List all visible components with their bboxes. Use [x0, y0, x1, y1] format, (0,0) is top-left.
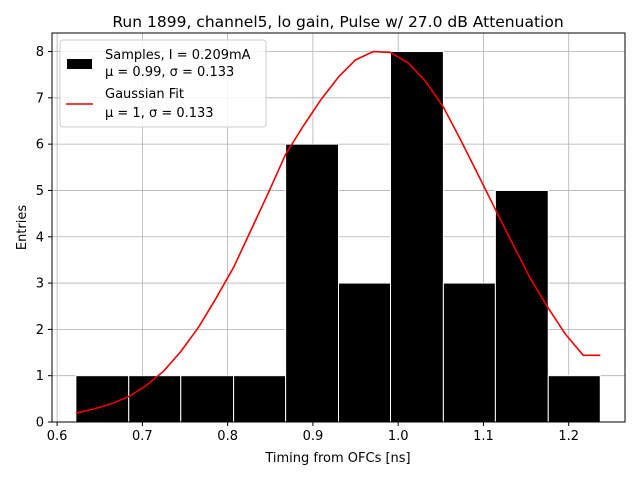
legend-fit-line1: Gaussian Fit: [105, 87, 184, 102]
histogram-bar: [338, 282, 392, 423]
x-tick-label: 1.1: [473, 429, 494, 444]
histogram-bar: [75, 375, 130, 423]
y-tick-label: 5: [36, 184, 44, 199]
x-axis-label: Timing from OFCs [ns]: [264, 451, 410, 466]
gaussian-fit: [75, 50, 601, 414]
legend-samples-line1: Samples, I = 0.209mA: [105, 48, 251, 63]
legend: Samples, I = 0.209mA μ = 0.99, σ = 0.133…: [59, 39, 267, 128]
legend-samples-line2: μ = 0.99, σ = 0.133: [105, 65, 234, 80]
legend-samples-swatch: [67, 59, 92, 69]
x-tick-label: 0.8: [217, 429, 238, 444]
y-tick-label: 2: [36, 323, 44, 338]
chart-title: Run 1899, channel5, lo gain, Pulse w/ 27…: [112, 13, 563, 31]
histogram-bar: [233, 375, 287, 423]
y-tick-label: 7: [36, 91, 44, 106]
fit-curve: [75, 50, 601, 414]
y-tick-label: 0: [36, 416, 44, 431]
y-axis-label: Entries: [15, 205, 30, 251]
legend-box: [59, 39, 267, 128]
x-tick-label: 0.9: [303, 429, 324, 444]
histogram-bar: [442, 282, 496, 423]
x-tick-label: 1.2: [558, 429, 579, 444]
x-tick-label: 1.0: [388, 429, 409, 444]
y-tick-label: 8: [36, 45, 44, 60]
histogram-bar: [128, 375, 182, 423]
histogram-bar: [285, 143, 340, 423]
x-axis-ticks: 0.6 0.7 0.8 0.9 1.0 1.1 1.2: [47, 422, 579, 444]
y-tick-label: 4: [36, 230, 44, 245]
plot-frame: [51, 32, 626, 423]
histogram-bar: [180, 375, 235, 423]
y-tick-label: 1: [36, 369, 44, 384]
legend-fit-line2: μ = 1, σ = 0.133: [105, 106, 214, 121]
histogram-bar: [494, 189, 549, 423]
y-axis-ticks: 0 1 2 3 4 5 6 7 8: [36, 45, 52, 431]
x-tick-label: 0.7: [132, 429, 153, 444]
x-tick-label: 0.6: [47, 429, 68, 444]
y-tick-label: 6: [36, 138, 44, 153]
histogram-bars: [75, 51, 601, 423]
y-tick-label: 3: [36, 277, 44, 292]
histogram-bar: [390, 51, 444, 423]
histogram-bar: [547, 375, 601, 423]
